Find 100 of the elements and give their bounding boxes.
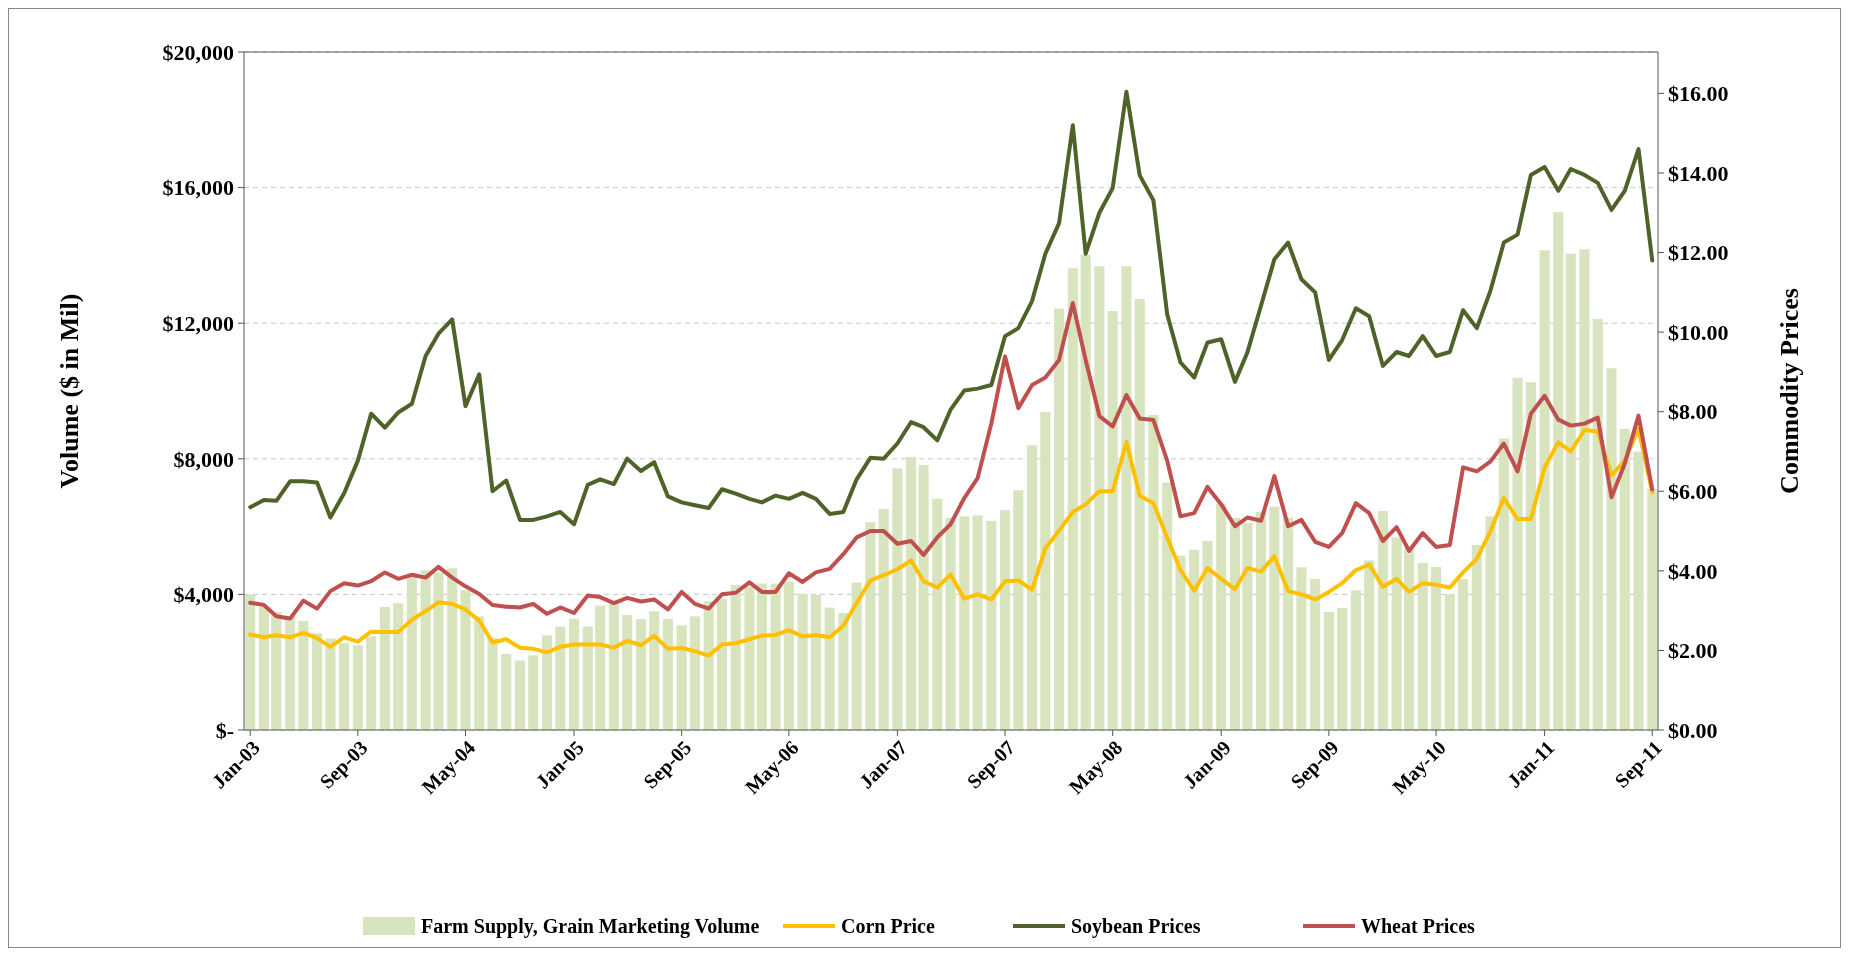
bar (420, 570, 431, 730)
bar (1471, 544, 1482, 730)
bar (1431, 566, 1442, 730)
bar (1256, 512, 1267, 730)
bar (676, 625, 687, 730)
bar (514, 660, 526, 730)
bar (1350, 590, 1361, 730)
bar (1485, 516, 1496, 730)
bar (1458, 579, 1469, 730)
legend-label: Farm Supply, Grain Marketing Volume (421, 915, 760, 938)
bar (1444, 594, 1455, 730)
bar (730, 584, 741, 730)
y2-tick-label: $10.00 (1668, 319, 1729, 345)
bar (1027, 445, 1038, 730)
bar (906, 457, 917, 730)
y-tick-label: $- (215, 717, 234, 743)
bar (501, 654, 512, 730)
bar (1054, 308, 1065, 730)
bar (1296, 567, 1307, 730)
bar (1175, 555, 1186, 730)
bar (582, 626, 593, 730)
bar (285, 616, 296, 730)
y-tick-label: $8,000 (173, 446, 234, 472)
bar (1606, 368, 1617, 730)
bar (339, 642, 350, 730)
bar (1498, 438, 1509, 730)
bar (1403, 548, 1415, 730)
bar (1364, 560, 1375, 730)
bar (379, 606, 390, 730)
y2-tick-label: $2.00 (1668, 638, 1718, 664)
bar (932, 498, 943, 730)
bar (1202, 540, 1213, 730)
bar (689, 616, 701, 730)
bar (1067, 268, 1078, 730)
bar (298, 620, 309, 730)
bar (756, 583, 767, 730)
y2-tick-label: $6.00 (1668, 478, 1718, 504)
bar (1013, 490, 1024, 730)
bar (1592, 318, 1603, 730)
bar (1094, 266, 1105, 730)
y-tick-label: $12,000 (162, 310, 234, 336)
bar (986, 520, 997, 730)
bar (366, 636, 377, 730)
bar (1647, 488, 1658, 730)
line-series (248, 89, 1655, 527)
y-axis-title: Volume ($ in Mil) (55, 293, 84, 489)
bar (851, 582, 862, 730)
bar (1216, 503, 1227, 730)
bar (1229, 517, 1241, 730)
bar (541, 635, 553, 730)
line-series (248, 301, 1655, 621)
bar (918, 464, 929, 730)
bar (568, 618, 580, 730)
bar (1107, 311, 1118, 730)
bar (258, 606, 269, 730)
bar (460, 590, 471, 730)
bar (312, 633, 323, 730)
legend-label: Wheat Prices (1361, 915, 1476, 937)
bar (635, 619, 646, 730)
bar (325, 638, 336, 730)
bar (1283, 517, 1294, 730)
bar (1040, 412, 1051, 730)
bar (972, 515, 983, 730)
y2-axis-title: Commodity Prices (1775, 288, 1804, 494)
bar (1525, 382, 1536, 730)
bar (1417, 562, 1428, 730)
y-tick-label: $16,000 (162, 175, 234, 201)
bar (1242, 523, 1253, 730)
bar (744, 586, 755, 730)
bar (1323, 612, 1334, 730)
bar (1391, 537, 1402, 730)
bar (1377, 511, 1388, 730)
bar (770, 583, 781, 730)
bar (703, 601, 714, 730)
bar (649, 611, 660, 730)
bar (1539, 250, 1550, 730)
bar (824, 607, 835, 730)
bar (1269, 506, 1280, 730)
y-tick-label: $4,000 (173, 582, 234, 608)
y2-tick-label: $14.00 (1668, 160, 1729, 186)
y2-tick-label: $4.00 (1668, 558, 1718, 584)
bar (447, 568, 458, 730)
line-series (248, 426, 1655, 658)
bar (271, 612, 282, 730)
bar (474, 616, 485, 730)
bar (406, 573, 417, 730)
bar (555, 626, 566, 730)
bar (487, 637, 498, 730)
legend-label: Corn Price (841, 915, 935, 937)
bar (878, 508, 889, 730)
bar (865, 522, 876, 730)
bar (1553, 212, 1564, 730)
bar (892, 468, 903, 730)
bar (595, 605, 606, 730)
bar (352, 645, 363, 730)
bar (1512, 377, 1523, 730)
bar (528, 655, 539, 730)
bar (1579, 249, 1590, 730)
bar (1310, 579, 1321, 730)
bar (433, 572, 444, 730)
